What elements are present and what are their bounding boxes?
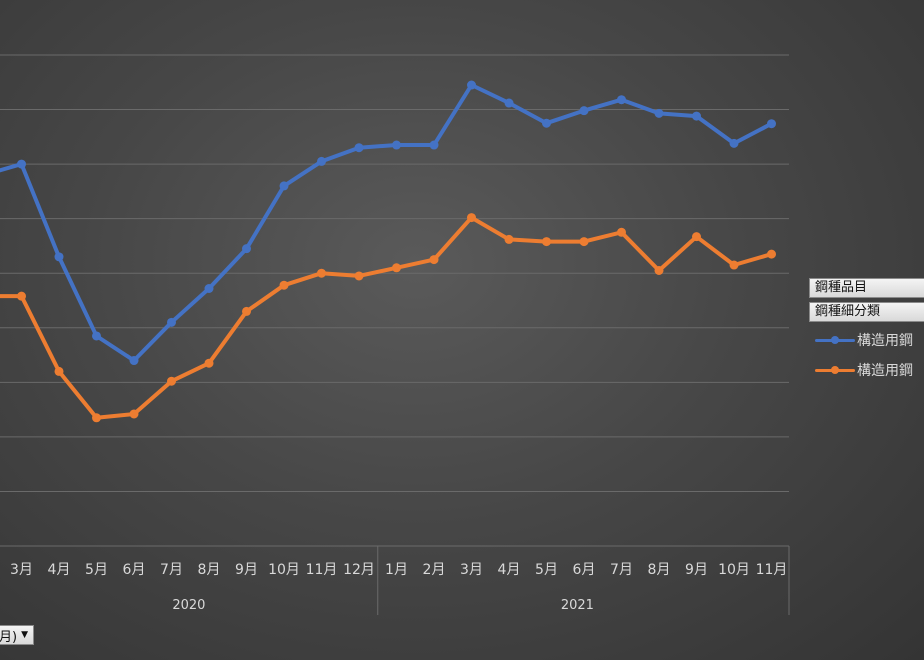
data-point bbox=[467, 213, 476, 223]
legend-label: 構造用鋼 bbox=[857, 333, 913, 349]
series-line bbox=[0, 215, 774, 420]
x-tick-label: 10月 bbox=[718, 562, 750, 578]
category-axis: 3月 4月 5月 6月 7月 8月 9月 10月 11月 12月 1月 2月 3月 4月 5月 6月 7月 8月 9… bbox=[10, 546, 790, 615]
x-tick-label: 9月 bbox=[685, 562, 708, 578]
x-tick-label: 6月 bbox=[123, 562, 146, 578]
data-point bbox=[17, 291, 26, 301]
data-point bbox=[504, 98, 514, 108]
data-point bbox=[354, 271, 364, 281]
x-tick-label: 5月 bbox=[535, 562, 558, 578]
data-point bbox=[242, 244, 251, 254]
data-point bbox=[167, 376, 176, 386]
data-point bbox=[129, 356, 139, 366]
data-point bbox=[317, 156, 326, 166]
data-point bbox=[429, 140, 439, 150]
x-tick-label: 1月 bbox=[385, 562, 408, 578]
x-tick-label: 5月 bbox=[85, 562, 108, 578]
data-point bbox=[504, 234, 514, 244]
data-point bbox=[317, 268, 326, 278]
legend-item-series-2: 構造用鋼 bbox=[815, 360, 913, 380]
data-point bbox=[542, 118, 551, 128]
data-point bbox=[542, 237, 551, 247]
legend-marker-blue bbox=[815, 333, 855, 347]
axis-field-label: 月) bbox=[0, 629, 18, 645]
data-point bbox=[392, 263, 401, 273]
x-tick-label: 8月 bbox=[648, 562, 671, 578]
x-tick-label: 3月 bbox=[460, 562, 483, 578]
dropdown-arrow-icon: ▼ bbox=[21, 630, 28, 640]
data-point bbox=[54, 366, 64, 376]
data-point bbox=[54, 252, 64, 262]
x-tick-label: 12月 bbox=[343, 562, 375, 578]
data-point bbox=[654, 108, 664, 118]
data-point bbox=[767, 249, 776, 259]
x-tick-label: 4月 bbox=[498, 562, 521, 578]
data-point bbox=[579, 237, 589, 247]
data-point bbox=[692, 111, 701, 121]
data-point bbox=[17, 159, 26, 169]
field-button-kind[interactable]: 鋼種品目 bbox=[809, 278, 924, 298]
x-tick-label: 6月 bbox=[573, 562, 596, 578]
legend-item-series-1: 構造用鋼 bbox=[815, 330, 913, 350]
x-group-label: 2021 bbox=[561, 598, 594, 613]
data-point bbox=[167, 317, 176, 327]
data-point bbox=[767, 119, 776, 129]
x-tick-label: 9月 bbox=[235, 562, 258, 578]
data-point bbox=[242, 306, 251, 316]
legend-marker-orange bbox=[815, 363, 855, 377]
x-tick-label: 4月 bbox=[48, 562, 71, 578]
data-point bbox=[729, 260, 739, 270]
legend-label: 構造用鋼 bbox=[857, 363, 913, 379]
series-line bbox=[0, 83, 774, 363]
x-tick-label: 10月 bbox=[268, 562, 300, 578]
data-point bbox=[279, 181, 289, 191]
data-point bbox=[729, 138, 739, 148]
data-point bbox=[429, 255, 439, 265]
series-2 bbox=[0, 213, 776, 423]
data-point bbox=[129, 409, 139, 419]
data-point bbox=[392, 140, 401, 150]
data-point bbox=[579, 106, 589, 116]
x-tick-label: 7月 bbox=[160, 562, 183, 578]
x-tick-label: 8月 bbox=[198, 562, 221, 578]
data-point bbox=[354, 143, 364, 153]
data-point bbox=[204, 283, 214, 293]
data-point bbox=[692, 232, 701, 242]
x-tick-label: 11月 bbox=[306, 562, 338, 578]
x-tick-label: 2月 bbox=[423, 562, 446, 578]
x-tick-label: 3月 bbox=[10, 562, 33, 578]
data-point bbox=[92, 331, 101, 341]
data-point bbox=[467, 80, 476, 90]
x-group-label: 2020 bbox=[172, 598, 205, 613]
data-point bbox=[92, 413, 101, 423]
data-point bbox=[617, 227, 626, 237]
data-point bbox=[617, 95, 626, 105]
data-point bbox=[204, 358, 214, 368]
series-layer bbox=[0, 80, 776, 423]
series-1 bbox=[0, 80, 776, 366]
axis-field-dropdown[interactable]: 月) ▼ bbox=[0, 625, 34, 645]
gridlines bbox=[0, 54, 789, 547]
data-point bbox=[279, 280, 289, 290]
x-tick-label: 11月 bbox=[756, 562, 788, 578]
data-point bbox=[654, 265, 664, 275]
x-tick-label: 7月 bbox=[610, 562, 633, 578]
field-button-subcategory[interactable]: 鋼種細分類 bbox=[809, 302, 924, 322]
